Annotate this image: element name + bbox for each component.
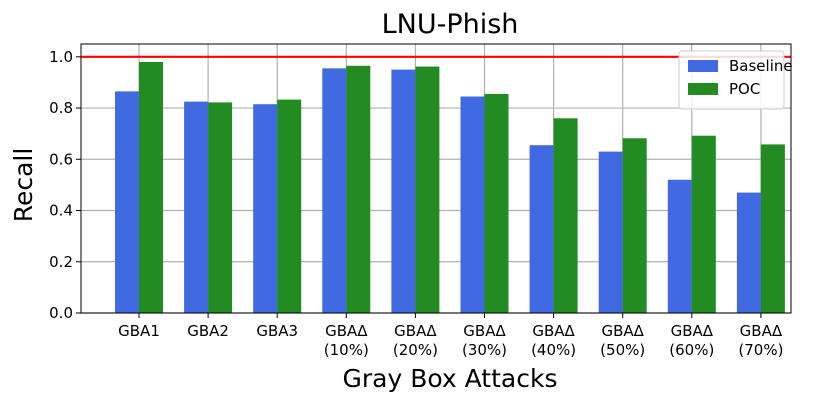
bar-poc (622, 138, 647, 313)
chart-title: LNU-Phish (382, 9, 519, 40)
bar-poc (484, 93, 509, 313)
x-tick-label: GBAΔ (30%) (462, 322, 507, 359)
bar-poc (691, 135, 716, 313)
x-tick-label: GBAΔ (20%) (393, 322, 438, 359)
legend-swatch-baseline (688, 60, 718, 72)
bar-poc (139, 61, 163, 313)
y-tick-label: 0.6 (49, 150, 73, 168)
y-tick-label: 0.4 (49, 202, 73, 220)
bar-poc (277, 99, 302, 314)
bar-baseline (598, 151, 623, 313)
x-tick-label: GBA2 (187, 322, 229, 340)
x-axis-ticks: GBA1 GBA2 GBA3 GBAΔ (10%) GBAΔ (20%) GBAΔ (30%) G… (118, 313, 783, 359)
bar-baseline (115, 91, 139, 314)
y-tick-label: 1.0 (49, 48, 73, 66)
bar-baseline (253, 104, 278, 313)
bar-poc (760, 144, 785, 313)
x-axis-label: Gray Box Attacks (343, 364, 558, 393)
x-tick-label: GBAΔ (70%) (738, 322, 783, 359)
bar-baseline (184, 101, 209, 314)
bar-baseline (736, 192, 761, 313)
legend-label-baseline: Baseline (729, 57, 793, 75)
x-tick-label: GBA1 (118, 322, 160, 340)
legend-label-poc: POC (729, 80, 760, 98)
y-axis-ticks: 0.0 0.2 0.4 0.6 0.8 1.0 (49, 48, 81, 322)
y-axis-label: Recall (9, 148, 38, 223)
legend-swatch-poc (688, 83, 718, 95)
bar-baseline (460, 96, 485, 314)
bar-poc (208, 102, 233, 313)
bar-poc (346, 65, 371, 314)
legend: Baseline POC (678, 50, 793, 110)
x-tick-label: GBAΔ (40%) (531, 322, 576, 359)
y-tick-label: 0.2 (49, 253, 73, 271)
x-tick-label: GBA3 (256, 322, 298, 340)
bar-baseline (322, 68, 347, 313)
y-tick-label: 0.8 (49, 99, 73, 117)
bars (115, 61, 785, 314)
y-tick-label: 0.0 (49, 304, 73, 322)
bar-baseline (667, 179, 692, 313)
bar-baseline (391, 69, 416, 313)
bar-poc (415, 66, 440, 313)
x-tick-label: GBAΔ (60%) (669, 322, 714, 359)
bar-poc (553, 118, 578, 314)
bar-baseline (529, 145, 554, 313)
x-tick-label: GBAΔ (10%) (324, 322, 369, 359)
plot-frame (80, 43, 792, 314)
x-tick-label: GBAΔ (50%) (600, 322, 645, 359)
